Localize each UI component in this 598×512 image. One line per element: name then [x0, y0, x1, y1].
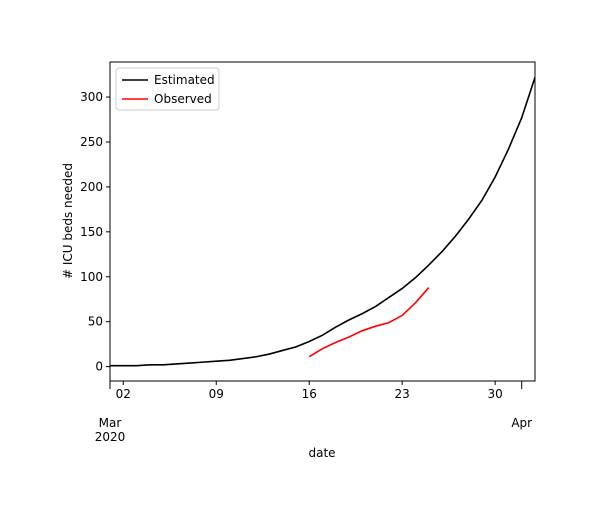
line	[110, 77, 535, 367]
y-tick-label: 100	[80, 270, 103, 284]
x-tick-label: 09	[209, 387, 224, 401]
x-tick-label: 16	[302, 387, 317, 401]
x-tick-label: 23	[395, 387, 410, 401]
x-tick-label: 02	[116, 387, 131, 401]
y-tick-label: 0	[95, 360, 103, 374]
x-tick-label: 30	[488, 387, 503, 401]
y-tick-label: 200	[80, 180, 103, 194]
y-axis-label: # ICU beds needed	[61, 163, 75, 279]
y-tick-label: 50	[88, 315, 103, 329]
legend-label: Estimated	[154, 73, 215, 87]
x-tick-label: Mar 2020	[95, 416, 126, 444]
x-axis-label: date	[308, 446, 335, 460]
plot	[110, 77, 535, 367]
x-tick-label: Apr	[511, 416, 532, 430]
y-tick-label: 150	[80, 225, 103, 239]
legend-label: Observed	[154, 92, 212, 106]
y-tick-label: 250	[80, 135, 103, 149]
plot-frame	[109, 61, 536, 382]
line	[308, 287, 430, 358]
y-tick-label: 300	[80, 90, 103, 104]
